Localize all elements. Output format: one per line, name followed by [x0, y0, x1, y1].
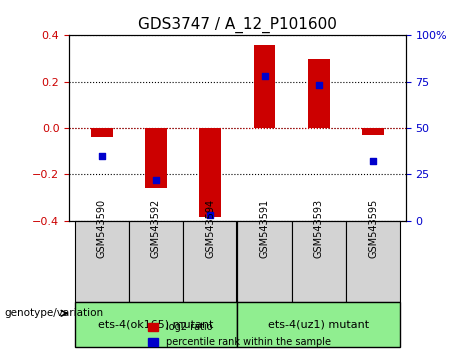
Text: genotype/variation: genotype/variation: [5, 308, 104, 318]
Point: [369, 159, 377, 164]
Title: GDS3747 / A_12_P101600: GDS3747 / A_12_P101600: [138, 16, 337, 33]
Bar: [254, 45, 275, 128]
Point: [152, 177, 160, 183]
FancyBboxPatch shape: [346, 221, 400, 302]
Bar: [200, 128, 221, 217]
FancyBboxPatch shape: [75, 302, 237, 347]
Bar: [91, 128, 112, 137]
Text: GSM543592: GSM543592: [151, 198, 161, 258]
Point: [261, 73, 268, 79]
Point: [315, 82, 323, 88]
FancyBboxPatch shape: [237, 302, 400, 347]
Legend: log2 ratio, percentile rank within the sample: log2 ratio, percentile rank within the s…: [147, 320, 333, 349]
Point: [207, 212, 214, 218]
Bar: [145, 128, 167, 188]
Text: ets-4(ok165) mutant: ets-4(ok165) mutant: [98, 320, 214, 330]
FancyBboxPatch shape: [292, 221, 346, 302]
Text: GSM543593: GSM543593: [314, 199, 324, 258]
FancyBboxPatch shape: [75, 221, 129, 302]
Point: [98, 153, 106, 159]
Text: GSM543595: GSM543595: [368, 198, 378, 258]
Text: GSM543590: GSM543590: [97, 199, 106, 258]
Text: GSM543594: GSM543594: [205, 199, 215, 258]
FancyBboxPatch shape: [237, 221, 292, 302]
FancyBboxPatch shape: [183, 221, 237, 302]
FancyBboxPatch shape: [129, 221, 183, 302]
Bar: [308, 58, 330, 128]
Text: GSM543591: GSM543591: [260, 199, 270, 258]
Bar: [362, 128, 384, 135]
Text: ets-4(uz1) mutant: ets-4(uz1) mutant: [268, 320, 369, 330]
